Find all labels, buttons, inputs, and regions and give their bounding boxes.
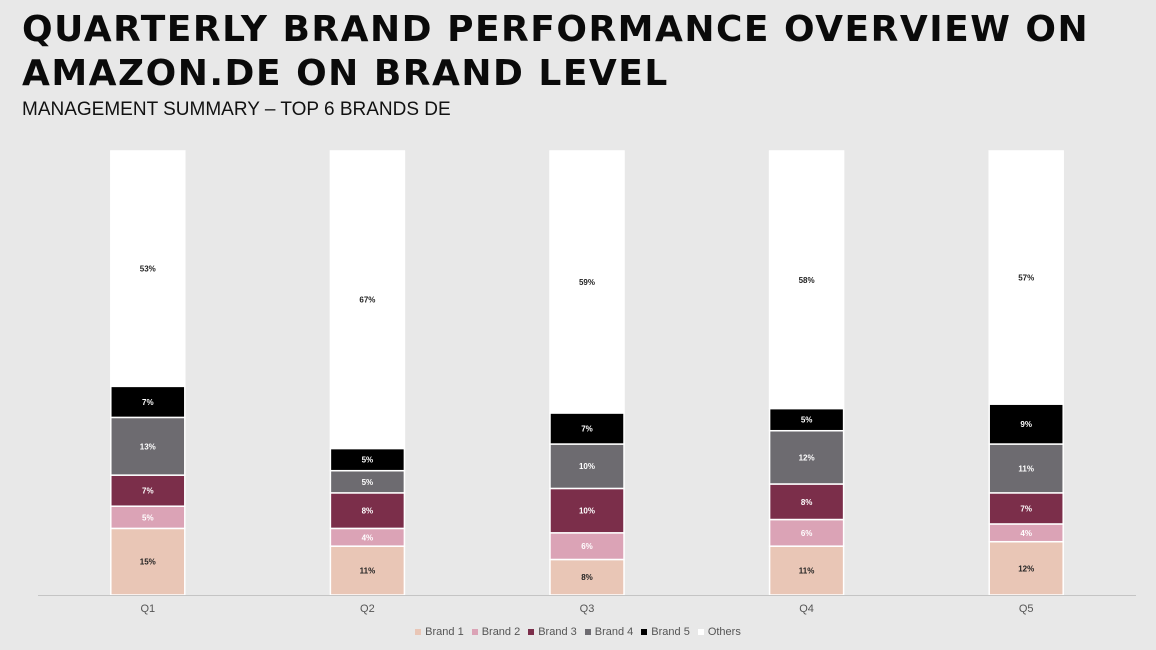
- bar-segment-brand-3-q1: [110, 474, 186, 507]
- page-title: QUARTERLY BRAND PERFORMANCE OVERVIEW ON …: [22, 9, 1090, 94]
- legend-swatch-brand-3: [528, 629, 535, 635]
- legend-item-others: Others: [697, 626, 741, 638]
- bar-segment-others-q1: [110, 150, 186, 388]
- legend-item-brand-2: Brand 2: [471, 626, 521, 638]
- data-label-brand-4-q4: 12%: [799, 453, 815, 462]
- legend-item-brand-3: Brand 3: [528, 626, 577, 638]
- data-label-brand-3-q4: 8%: [801, 498, 813, 507]
- bar-segment-brand-4-q5: [988, 443, 1064, 494]
- bar-segment-brand-5-q1: [110, 385, 186, 419]
- bar-segment-brand-5-q3: [549, 412, 625, 445]
- data-label-brand-5-q4: 5%: [801, 416, 813, 425]
- data-label-brand-3-q3: 10%: [579, 507, 595, 516]
- data-label-brand-1-q3: 8%: [581, 573, 593, 582]
- bar-segment-brand-3-q2: [329, 492, 406, 530]
- bar-segment-others-q2: [329, 150, 406, 450]
- data-label-brand-1-q2: 11%: [360, 567, 376, 576]
- data-label-brand-3-q1: 7%: [142, 487, 154, 496]
- data-label-brand-1-q5: 12%: [1018, 564, 1034, 573]
- data-label-brand-3-q2: 8%: [362, 507, 374, 516]
- data-label-brand-5-q1: 7%: [142, 398, 154, 407]
- data-label-brand-2-q3: 6%: [581, 542, 593, 551]
- legend-label-brand-2: Brand 2: [481, 626, 521, 638]
- chart-legend: Brand 1 Brand 2 Brand 3 Brand 4 Brand 5 Other…: [0, 626, 1156, 638]
- data-label-brand-2-q5: 4%: [1020, 529, 1032, 538]
- data-label-brand-4-q3: 10%: [579, 462, 595, 471]
- legend-item-brand-4: Brand 4: [584, 626, 634, 638]
- data-label-brand-3-q5: 7%: [1020, 504, 1032, 513]
- legend-label-brand-1: Brand 1: [425, 626, 464, 638]
- page-subtitle: MANAGEMENT SUMMARY – TOP 6 BRANDS DE: [22, 99, 451, 120]
- data-label-brand-2-q2: 4%: [362, 533, 374, 542]
- data-label-others-q1: 53%: [140, 265, 156, 274]
- bar-segment-brand-1-q1: [110, 527, 186, 596]
- bar-segment-brand-4-q4: [768, 429, 845, 485]
- data-label-brand-2-q4: 6%: [801, 529, 813, 538]
- data-label-brand-4-q2: 5%: [362, 478, 374, 487]
- x-tick-label-q2: Q2: [360, 603, 375, 615]
- bar-segment-others-q3: [549, 150, 625, 414]
- data-label-others-q3: 59%: [579, 278, 595, 287]
- data-label-others-q4: 58%: [799, 276, 815, 285]
- x-tick-label-q3: Q3: [580, 603, 595, 615]
- legend-label-brand-5: Brand 5: [651, 626, 690, 638]
- data-label-others-q5: 57%: [1018, 274, 1034, 283]
- legend-label-brand-4: Brand 4: [594, 626, 634, 638]
- bar-segment-others-q5: [988, 150, 1064, 405]
- bar-segment-brand-4-q1: [110, 416, 186, 476]
- bar-segment-others-q4: [768, 150, 845, 410]
- x-tick-label-q5: Q5: [1019, 603, 1034, 615]
- x-tick-label-q4: Q4: [799, 603, 814, 615]
- bar-segment-brand-3-q4: [768, 483, 845, 521]
- x-tick-label-q1: Q1: [140, 603, 155, 615]
- legend-item-brand-5: Brand 5: [641, 626, 690, 638]
- legend-swatch-brand-1: [415, 629, 422, 635]
- legend-item-brand-1: Brand 1: [415, 626, 464, 638]
- legend-swatch-brand-2: [471, 629, 478, 635]
- data-label-brand-4-q1: 13%: [140, 442, 156, 451]
- data-label-brand-1-q1: 15%: [140, 558, 156, 567]
- bar-segment-brand-2-q4: [768, 518, 845, 547]
- data-label-brand-5-q2: 5%: [362, 456, 374, 465]
- bar-segment-brand-2-q3: [549, 532, 625, 561]
- data-label-brand-4-q5: 11%: [1018, 464, 1034, 473]
- legend-swatch-brand-5: [641, 629, 648, 635]
- legend-swatch-others: [697, 629, 704, 635]
- data-label-others-q2: 67%: [359, 296, 375, 305]
- data-label-brand-2-q1: 5%: [142, 513, 154, 522]
- bar-segment-brand-5-q5: [988, 403, 1064, 445]
- legend-label-brand-3: Brand 3: [538, 626, 577, 638]
- bar-segment-brand-3-q3: [549, 487, 625, 534]
- legend-swatch-brand-4: [584, 629, 591, 635]
- legend-label-others: Others: [707, 626, 741, 638]
- data-label-brand-5-q3: 7%: [581, 425, 593, 434]
- bar-segment-brand-3-q5: [988, 492, 1064, 525]
- data-label-brand-5-q5: 9%: [1020, 420, 1032, 429]
- data-label-brand-1-q4: 11%: [799, 567, 815, 576]
- bar-segment-brand-1-q3: [549, 558, 625, 596]
